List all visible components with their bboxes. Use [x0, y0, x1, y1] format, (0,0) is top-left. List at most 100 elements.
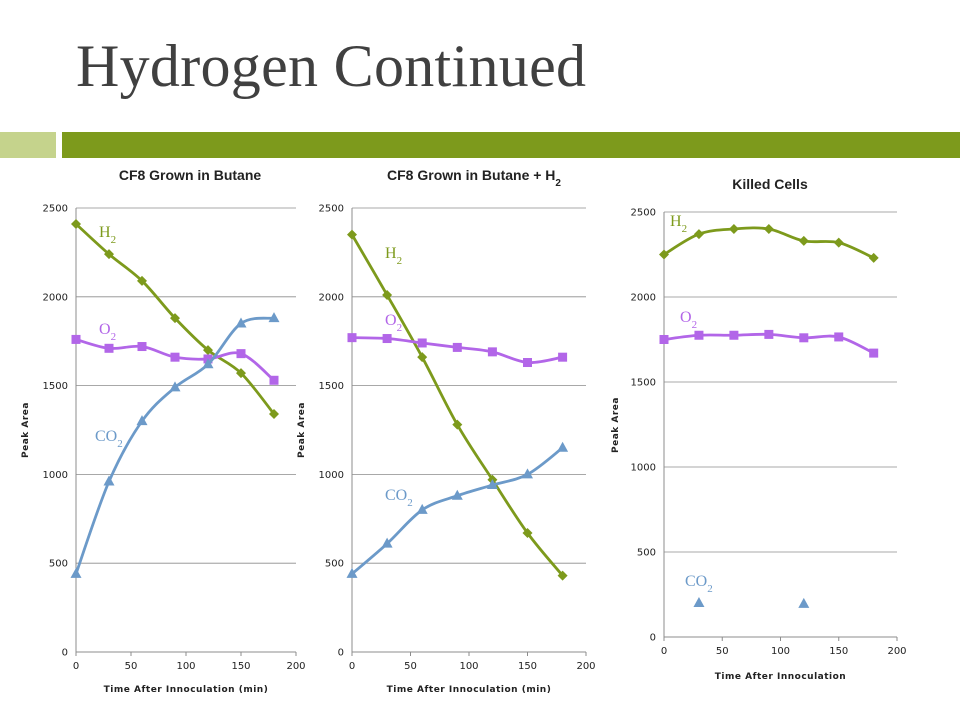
data-point: [868, 252, 879, 263]
data-point: [764, 329, 774, 339]
data-point: [659, 335, 669, 344]
x-tick-label: 100: [771, 646, 790, 657]
series-o2: O2: [71, 321, 279, 385]
data-point: [104, 249, 114, 260]
y-tick-label: 2500: [319, 204, 344, 215]
data-point: [523, 358, 532, 368]
data-point: [203, 345, 213, 356]
chart-3: 0 500 1000 1500 2000 2500 0 50 100 150 200 Killed C…: [611, 176, 907, 682]
title-accent-bar: [62, 132, 960, 158]
data-point: [71, 218, 81, 229]
data-point: [522, 528, 533, 539]
y-tick-label: 2000: [631, 293, 656, 304]
series-label: O2: [680, 309, 697, 331]
data-point: [235, 317, 247, 328]
data-point: [869, 348, 879, 358]
series-h2: H2: [347, 229, 568, 581]
data-point: [798, 235, 809, 246]
data-point: [798, 597, 810, 608]
data-point: [693, 229, 704, 240]
y-tick-label: 2500: [631, 208, 656, 219]
data-point: [382, 290, 393, 301]
x-axis-label: Time After Innoculation (min): [387, 685, 552, 695]
data-point: [104, 343, 114, 353]
data-point: [103, 475, 115, 486]
y-tick-label: 1500: [631, 378, 656, 389]
series-co2: CO2: [685, 573, 810, 608]
x-tick-label: 0: [661, 646, 667, 657]
chart-1: 0 500 1000 1500 2000 2500 0 50 100 150 200 CF8 Grow…: [21, 167, 306, 695]
data-point: [137, 342, 147, 352]
x-tick-label: 150: [518, 661, 537, 672]
data-point: [202, 358, 214, 369]
series-o2: O2: [347, 312, 568, 368]
data-point: [417, 352, 428, 363]
data-point: [169, 381, 181, 392]
x-tick-label: 50: [125, 661, 138, 672]
y-tick-label: 500: [637, 548, 656, 559]
data-point: [170, 313, 180, 324]
data-point: [347, 229, 357, 240]
data-point: [557, 570, 568, 581]
data-point: [268, 312, 280, 323]
x-tick-label: 200: [887, 646, 906, 657]
x-tick-label: 200: [576, 661, 595, 672]
y-axis-label: Peak Area: [611, 397, 621, 453]
series-h2: H2: [659, 213, 879, 263]
data-point: [381, 537, 393, 548]
data-point: [382, 334, 392, 344]
y-tick-label: 0: [62, 648, 68, 659]
data-point: [557, 441, 569, 452]
data-point: [347, 333, 357, 343]
y-tick-label: 1500: [319, 381, 344, 392]
data-point: [451, 489, 463, 500]
y-tick-label: 1000: [631, 463, 656, 474]
y-tick-label: 2000: [319, 292, 344, 303]
data-point: [522, 468, 533, 479]
y-tick-label: 1000: [319, 470, 344, 481]
data-point: [416, 503, 428, 514]
x-tick-label: 100: [459, 661, 478, 672]
series-label: H2: [385, 245, 402, 267]
series-label: CO2: [685, 573, 713, 595]
y-tick-label: 500: [325, 559, 344, 570]
data-point: [693, 597, 705, 607]
data-point: [486, 479, 498, 490]
x-tick-label: 200: [286, 661, 305, 672]
data-point: [799, 333, 809, 343]
series-co2: CO2: [70, 312, 280, 578]
series-line: [351, 446, 564, 575]
data-point: [763, 224, 774, 234]
data-point: [70, 567, 82, 578]
y-tick-label: 1500: [43, 381, 68, 392]
x-tick-label: 50: [716, 646, 729, 657]
series-label: CO2: [95, 428, 123, 450]
x-axis-label: Time After Innoculation (min): [104, 685, 269, 695]
x-tick-label: 150: [829, 646, 848, 657]
x-tick-label: 100: [176, 661, 195, 672]
chart-2: 0 500 1000 1500 2000 2500 0 50 100 150 200 CF8 Grow…: [297, 167, 596, 695]
data-point: [170, 352, 180, 362]
series-co2: CO2: [346, 441, 569, 578]
data-point: [452, 342, 462, 352]
x-tick-label: 150: [231, 661, 250, 672]
data-point: [236, 349, 246, 359]
data-point: [417, 338, 427, 348]
data-point: [137, 275, 147, 286]
y-axis-label: Peak Area: [21, 402, 31, 458]
data-point: [694, 330, 704, 340]
chart-title: Killed Cells: [732, 176, 808, 192]
y-tick-label: 0: [338, 648, 344, 659]
data-point: [833, 237, 844, 248]
y-tick-label: 0: [650, 633, 656, 644]
data-point: [452, 419, 463, 430]
data-point: [346, 567, 358, 578]
y-tick-label: 1000: [43, 470, 68, 481]
series-label: CO2: [385, 487, 413, 509]
data-point: [487, 347, 497, 357]
series-label: H2: [670, 213, 687, 235]
y-tick-label: 2000: [43, 292, 68, 303]
data-point: [659, 249, 669, 260]
chart-title: CF8 Grown in Butane: [119, 167, 262, 183]
